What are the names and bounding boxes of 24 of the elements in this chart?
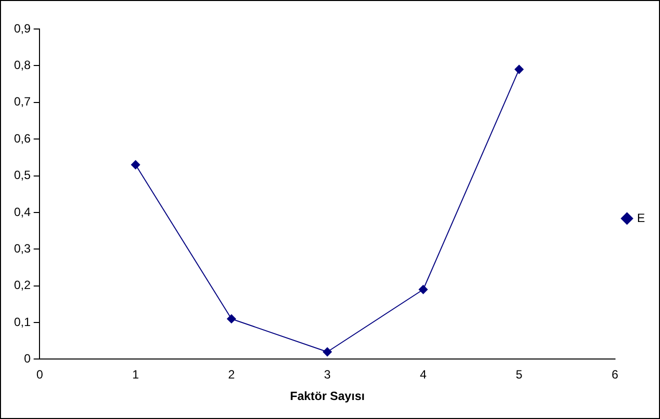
legend-label: E: [636, 210, 646, 225]
x-axis-title: Faktör Sayısı: [290, 389, 365, 404]
y-tick-label: 0,3: [14, 241, 31, 256]
y-tick-label: 0,5: [14, 168, 31, 182]
x-tick-label: 1: [132, 368, 140, 382]
y-tick-label: 0,2: [14, 278, 31, 292]
y-tick-label: 0,4: [14, 204, 31, 219]
point: [322, 347, 332, 356]
x-tick-label: 2: [228, 368, 236, 382]
y-tick-label: 0,6: [14, 131, 31, 146]
point: [226, 314, 236, 324]
y-tick-label: 0,7: [14, 94, 31, 109]
point: [514, 64, 524, 74]
x-tick-label: 5: [516, 368, 523, 382]
y-tick-label: 0: [24, 352, 31, 366]
y-tick-label: 0,8: [14, 58, 31, 72]
x-tick-label: 0: [36, 368, 44, 382]
point: [418, 284, 428, 294]
point: [131, 160, 140, 170]
x-tick-label: 4: [420, 368, 427, 382]
y-tick-label: 0,1: [14, 314, 31, 329]
x-tick-label: 3: [324, 368, 331, 382]
x-tick-label: 6: [612, 368, 619, 382]
y-tick-label: 0,9: [14, 21, 31, 36]
